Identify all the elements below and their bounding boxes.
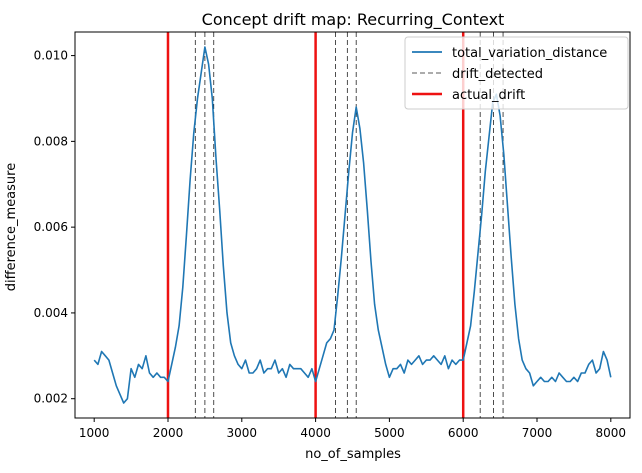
- y-tick-label: 0.010: [34, 49, 68, 63]
- x-tick-label: 2000: [153, 426, 184, 440]
- y-axis-label: difference_measure: [4, 163, 19, 291]
- y-tick-label: 0.008: [34, 134, 68, 148]
- series-line-total-variation-distance: [93, 46, 612, 404]
- x-tick-label: 3000: [227, 426, 258, 440]
- x-tick-label: 8000: [596, 426, 627, 440]
- x-axis-ticks: 1000 2000 3000 4000 5000 6000 7000 8000: [79, 418, 626, 440]
- y-tick-label: 0.006: [34, 220, 68, 234]
- legend-label-drift-detected: drift_detected: [452, 67, 543, 82]
- legend-label-total-variation-distance: total_variation_distance: [452, 46, 607, 61]
- x-tick-label: 5000: [374, 426, 405, 440]
- y-tick-label: 0.004: [34, 306, 68, 320]
- x-axis-label: no_of_samples: [305, 447, 401, 462]
- x-tick-label: 7000: [522, 426, 553, 440]
- legend-box: [404, 36, 629, 110]
- chart-title: Concept drift map: Recurring_Context: [202, 10, 505, 30]
- x-tick-label: 6000: [448, 426, 479, 440]
- series-layer: [93, 46, 612, 404]
- x-tick-label: 4000: [300, 426, 331, 440]
- x-tick-label: 1000: [79, 426, 110, 440]
- legend: total_variation_distance drift_detected …: [404, 36, 629, 110]
- legend-label-actual-drift: actual_drift: [452, 88, 525, 103]
- y-tick-label: 0.002: [34, 392, 68, 406]
- plot-area-frame: [74, 31, 631, 419]
- y-axis-ticks: 0.002 0.004 0.006 0.008 0.010: [34, 49, 75, 406]
